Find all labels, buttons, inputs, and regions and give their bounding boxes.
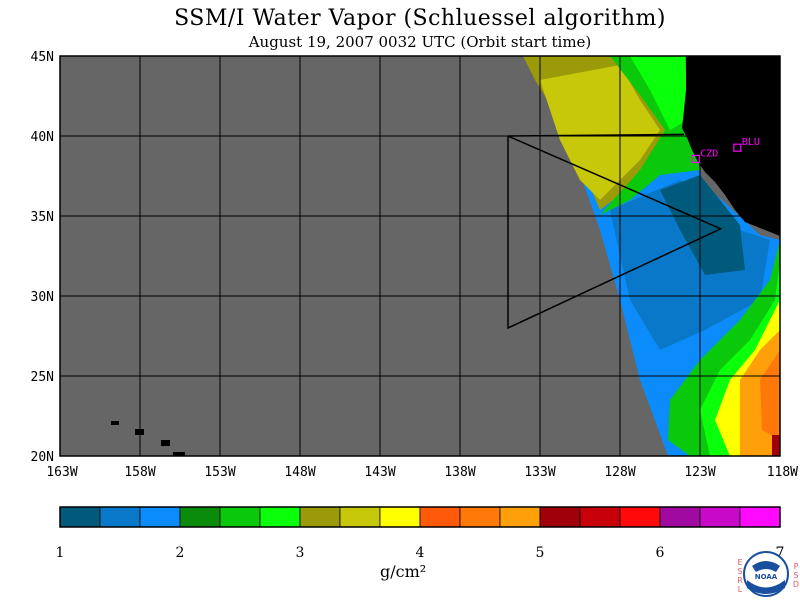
island-maui bbox=[161, 440, 170, 446]
station-label: CZD bbox=[700, 148, 718, 159]
longitude-tick-label: 148W bbox=[284, 465, 315, 480]
latitude-labels: 45N 40N 35N 30N 25N 20N bbox=[31, 50, 54, 465]
colorbar-tick-labels: 1 2 3 4 5 6 7 bbox=[56, 545, 785, 561]
colorbar-tick-label: 1 bbox=[56, 545, 65, 561]
colorbar-swatch bbox=[219, 506, 261, 528]
island-hawaii bbox=[173, 452, 185, 456]
lat-lon-grid bbox=[60, 56, 780, 456]
longitude-labels: 163W 158W 153W 148W 143W 138W 133W 128W 123W 118W bbox=[46, 465, 798, 480]
longitude-tick-label: 143W bbox=[364, 465, 395, 480]
colorbar-swatch bbox=[179, 506, 221, 528]
map-subtitle: August 19, 2007 0032 UTC (Orbit start ti… bbox=[248, 33, 592, 51]
longitude-tick-label: 163W bbox=[46, 465, 77, 480]
colorbar-swatch bbox=[739, 506, 781, 528]
colorbar-swatch bbox=[299, 506, 341, 528]
colorbar-swatch bbox=[459, 506, 501, 528]
colorbar bbox=[59, 506, 781, 528]
station-marker-icon bbox=[691, 154, 700, 163]
colorbar-swatch bbox=[659, 506, 701, 528]
longitude-tick-label: 153W bbox=[204, 465, 235, 480]
colorbar-tick-label: 2 bbox=[176, 545, 185, 561]
swath-band-bright-green-north bbox=[630, 56, 688, 130]
latitude-tick-label: 45N bbox=[31, 50, 54, 65]
latitude-tick-label: 30N bbox=[31, 290, 54, 305]
colorbar-swatch bbox=[99, 506, 141, 528]
colorbar-unit-label: g/cm² bbox=[380, 562, 427, 581]
map-title: SSM/I Water Vapor (Schluessel algorithm) bbox=[174, 6, 666, 31]
longitude-tick-label: 118W bbox=[767, 465, 798, 480]
colorbar-swatch bbox=[139, 506, 181, 528]
colorbar-swatch bbox=[499, 506, 541, 528]
longitude-tick-label: 158W bbox=[124, 465, 155, 480]
colorbar-swatch bbox=[539, 506, 581, 528]
colorbar-swatch bbox=[339, 506, 381, 528]
map-plot-area bbox=[60, 56, 780, 456]
longitude-tick-label: 133W bbox=[524, 465, 555, 480]
station-markers: CZD BLU bbox=[691, 137, 760, 163]
analysis-box-line bbox=[507, 133, 723, 330]
colorbar-swatch bbox=[419, 506, 461, 528]
latitude-tick-label: 35N bbox=[31, 210, 54, 225]
colorbar-tick-label: 7 bbox=[776, 545, 785, 561]
latitude-tick-label: 40N bbox=[31, 130, 54, 145]
colorbar-swatch bbox=[579, 506, 621, 528]
colorbar-tick-label: 3 bbox=[296, 545, 305, 561]
station-label: BLU bbox=[742, 137, 760, 148]
latitude-tick-label: 20N bbox=[31, 450, 54, 465]
noaa-logo-icon: NOAA bbox=[743, 551, 789, 597]
colorbar-swatch bbox=[619, 506, 661, 528]
map-frame bbox=[59, 55, 781, 457]
station-marker-icon bbox=[733, 143, 742, 152]
colorbar-swatch bbox=[379, 506, 421, 528]
swath-band-deep-blue bbox=[660, 175, 745, 275]
swath-band-dark-red bbox=[772, 435, 780, 456]
longitude-tick-label: 138W bbox=[444, 465, 475, 480]
latitude-tick-label: 25N bbox=[31, 370, 54, 385]
island-kauai bbox=[111, 421, 119, 425]
swath-band-yellow-green bbox=[540, 65, 660, 200]
colorbar-tick-label: 4 bbox=[416, 545, 425, 561]
swath-band-red-orange bbox=[760, 350, 780, 440]
north-america-land bbox=[682, 56, 780, 236]
colorbar-frame bbox=[59, 506, 781, 528]
longitude-tick-label: 123W bbox=[684, 465, 715, 480]
colorbar-tick-label: 5 bbox=[536, 545, 545, 561]
colorbar-swatch bbox=[699, 506, 741, 528]
colorbar-swatch bbox=[59, 506, 101, 528]
longitude-tick-label: 128W bbox=[604, 465, 635, 480]
noaa-logo-text: NOAA bbox=[755, 573, 778, 581]
colorbar-swatch bbox=[259, 506, 301, 528]
colorbar-tick-label: 6 bbox=[656, 545, 665, 561]
